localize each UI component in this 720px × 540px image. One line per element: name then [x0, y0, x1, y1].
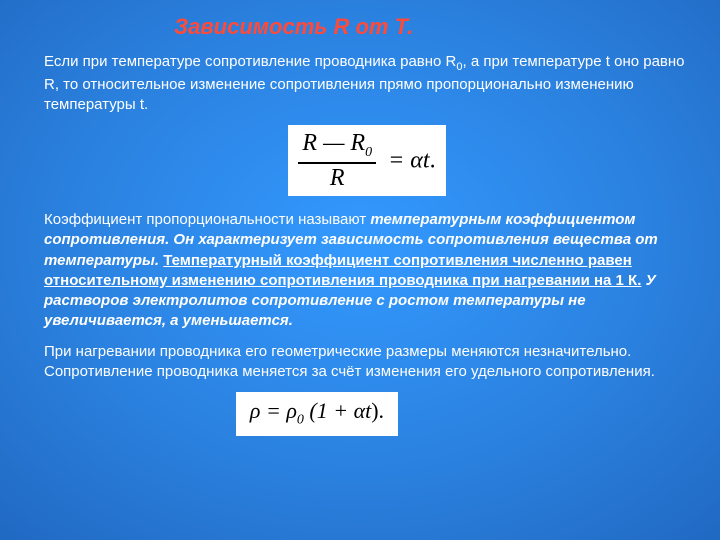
f1-num-a: R: [302, 130, 317, 156]
slide-title: Зависимость R от Т.: [174, 14, 690, 40]
formula1-rhs: = αt: [388, 148, 429, 174]
f2-alphat: αt: [354, 398, 372, 423]
formula2-wrap: ρ = ρ0 (1 + αt).: [44, 392, 690, 435]
formula1-fraction: R — R0 R: [298, 131, 376, 190]
formula1-wrap: R — R0 R = αt.: [44, 125, 690, 196]
p1-pre: Если при температуре сопротивление прово…: [44, 53, 456, 70]
formula2: ρ = ρ0 (1 + αt).: [236, 392, 398, 435]
f2-lhs: ρ =: [250, 398, 281, 423]
f2-rho0: ρ: [286, 398, 297, 423]
f1-num-b: R: [350, 130, 365, 156]
f2-open: (1 +: [304, 398, 354, 423]
f2-close: ).: [371, 398, 384, 423]
p2-lead: Коэффициент пропорциональности называют: [44, 211, 370, 228]
f1-num-minus: —: [323, 130, 344, 156]
f2-sub0: 0: [297, 413, 304, 428]
paragraph-intro: Если при температуре сопротивление прово…: [44, 52, 690, 115]
formula1: R — R0 R = αt.: [288, 125, 445, 196]
formula1-dot: .: [430, 148, 436, 174]
formula1-numerator: R — R0: [298, 131, 376, 164]
paragraph-note: При нагревании проводника его геометриче…: [44, 342, 690, 383]
formula1-denominator: R: [298, 164, 376, 190]
f1-num-sub: 0: [365, 145, 372, 160]
paragraph-definition: Коэффициент пропорциональности называют …: [44, 210, 690, 332]
slide: Зависимость R от Т. Если при температуре…: [0, 0, 720, 540]
